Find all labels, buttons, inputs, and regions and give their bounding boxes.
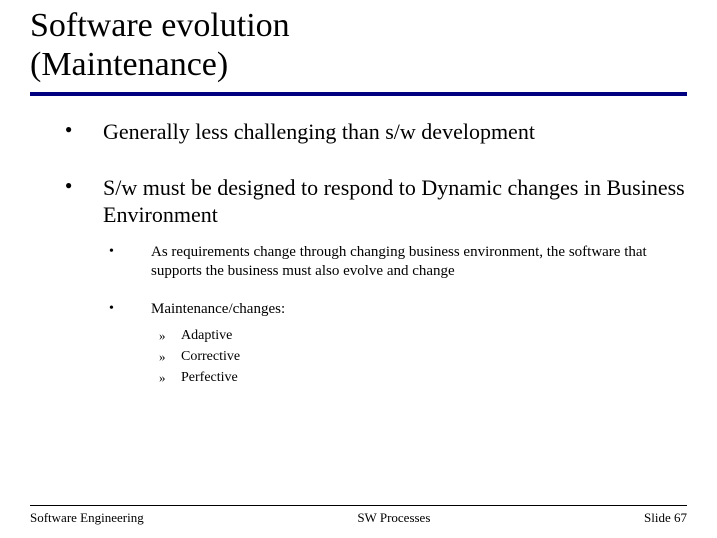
bullet-item: Corrective [151,348,687,367]
bullet-text: S/w must be designed to respond to Dynam… [103,175,685,228]
bullet-text: As requirements change through changing … [151,244,647,280]
bullet-item: Maintenance/changes: Adaptive Corrective… [103,300,687,388]
bullet-item: Perfective [151,369,687,388]
title-line-1: Software evolution [30,7,290,44]
title-underline [30,92,687,96]
slide-footer: Software Engineering SW Processes Slide … [30,505,687,526]
title-line-2: (Maintenance) [30,46,228,83]
bullet-list-level2: As requirements change through changing … [103,243,687,388]
bullet-item: Adaptive [151,327,687,346]
bullet-text: Generally less challenging than s/w deve… [103,119,535,144]
bullet-item: As requirements change through changing … [103,243,687,282]
footer-left: Software Engineering [30,510,144,526]
bullet-text: Corrective [181,349,240,364]
footer-rule [30,505,687,506]
bullet-text: Perfective [181,370,238,385]
bullet-list-level1: Generally less challenging than s/w deve… [30,118,687,388]
bullet-text: Maintenance/changes: [151,301,285,317]
footer-row: Software Engineering SW Processes Slide … [30,510,687,526]
footer-right: Slide 67 [644,510,687,526]
bullet-text: Adaptive [181,328,232,343]
footer-center: SW Processes [357,510,430,526]
bullet-item: Generally less challenging than s/w deve… [65,118,687,146]
slide-title: Software evolution (Maintenance) [30,6,687,84]
bullet-item: S/w must be designed to respond to Dynam… [65,174,687,388]
bullet-list-level3: Adaptive Corrective Perfective [151,327,687,388]
